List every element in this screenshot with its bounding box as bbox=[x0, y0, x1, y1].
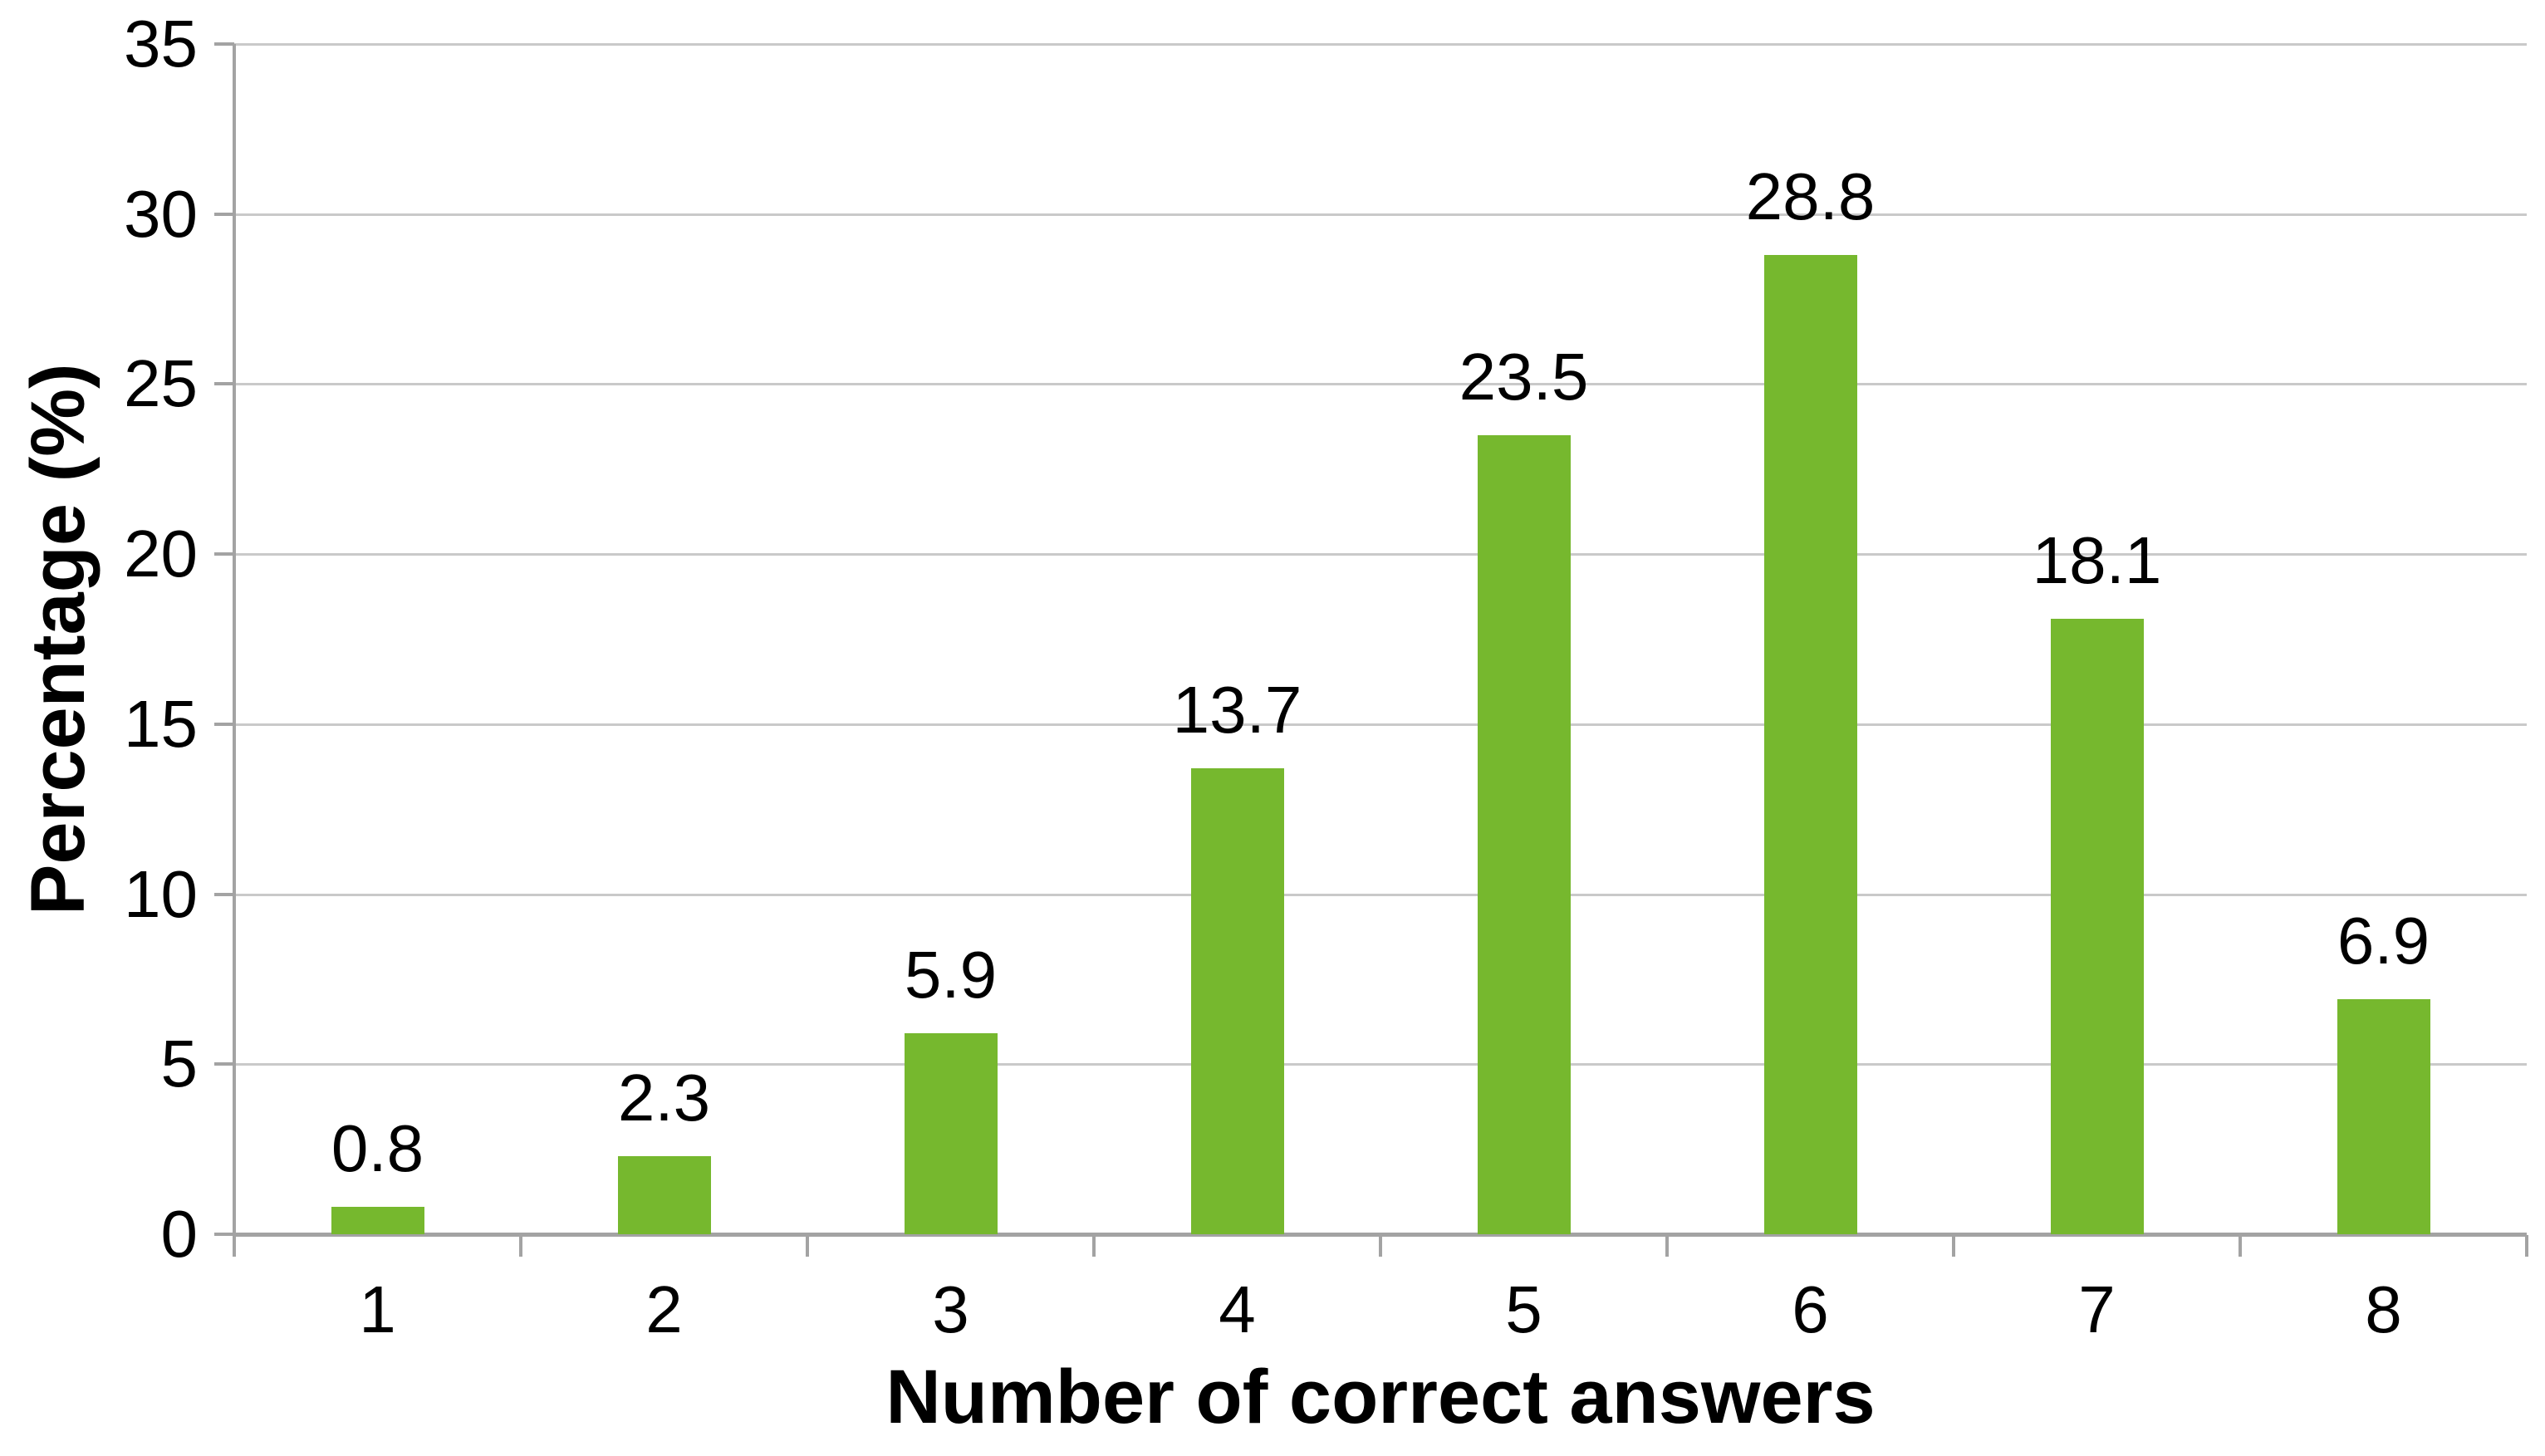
gridline bbox=[234, 213, 2527, 216]
bar-value-label: 13.7 bbox=[1172, 673, 1302, 747]
y-tick-label: 25 bbox=[124, 346, 198, 421]
x-axis-tick bbox=[233, 1235, 236, 1257]
x-axis-tick bbox=[1379, 1235, 1382, 1257]
x-axis-tick bbox=[806, 1235, 809, 1257]
gridline bbox=[234, 553, 2527, 556]
bar-value-label: 2.3 bbox=[617, 1061, 711, 1135]
y-axis-line bbox=[233, 44, 236, 1234]
y-axis-tick bbox=[214, 1062, 234, 1066]
bar bbox=[904, 1033, 998, 1234]
x-axis-tick bbox=[519, 1235, 522, 1257]
gridline bbox=[234, 1063, 2527, 1066]
x-category-label: 7 bbox=[2078, 1272, 2116, 1346]
y-tick-label: 20 bbox=[124, 517, 198, 591]
y-axis-tick bbox=[214, 892, 234, 896]
x-category-label: 5 bbox=[1505, 1272, 1542, 1346]
y-tick-label: 0 bbox=[160, 1197, 199, 1271]
x-axis-tick bbox=[2239, 1235, 2242, 1257]
y-axis-tick bbox=[214, 382, 234, 386]
y-axis-tick bbox=[214, 722, 234, 726]
y-tick-label: 15 bbox=[124, 686, 198, 761]
bar bbox=[1763, 255, 1857, 1234]
y-axis-tick bbox=[214, 42, 234, 46]
x-category-label: 4 bbox=[1219, 1272, 1256, 1346]
bar-value-label: 28.8 bbox=[1745, 159, 1876, 233]
bar-value-label: 6.9 bbox=[2337, 904, 2430, 978]
x-axis-tick bbox=[1092, 1235, 1096, 1257]
x-axis-title: Number of correct answers bbox=[885, 1355, 1876, 1439]
bar-value-label: 5.9 bbox=[904, 938, 998, 1012]
y-axis-tick bbox=[214, 1233, 234, 1236]
x-category-label: 6 bbox=[1792, 1272, 1829, 1346]
x-category-label: 2 bbox=[645, 1272, 683, 1346]
bar bbox=[1477, 435, 1571, 1234]
bar bbox=[2337, 999, 2430, 1234]
x-category-label: 3 bbox=[932, 1272, 969, 1346]
gridline bbox=[234, 723, 2527, 726]
x-axis-tick bbox=[1665, 1235, 1669, 1257]
y-axis-tick bbox=[214, 552, 234, 556]
bar bbox=[617, 1156, 711, 1234]
x-axis-tick bbox=[1952, 1235, 1955, 1257]
bar bbox=[1190, 768, 1284, 1234]
x-axis-tick bbox=[2525, 1235, 2528, 1257]
x-category-label: 8 bbox=[2365, 1272, 2402, 1346]
y-axis-tick bbox=[214, 212, 234, 216]
gridline bbox=[234, 43, 2527, 46]
bar-value-label: 23.5 bbox=[1459, 340, 1589, 414]
bar-value-label: 18.1 bbox=[2032, 523, 2162, 597]
x-category-label: 1 bbox=[359, 1272, 396, 1346]
y-tick-label: 5 bbox=[160, 1027, 199, 1101]
y-tick-label: 35 bbox=[124, 7, 198, 81]
y-tick-label: 30 bbox=[124, 176, 198, 251]
x-axis-line bbox=[233, 1233, 2527, 1237]
y-tick-label: 10 bbox=[124, 856, 198, 931]
bar-value-label: 0.8 bbox=[331, 1111, 424, 1185]
bar bbox=[331, 1207, 424, 1234]
gridline bbox=[234, 383, 2527, 386]
bar bbox=[2050, 619, 2144, 1234]
gridline bbox=[234, 893, 2527, 896]
